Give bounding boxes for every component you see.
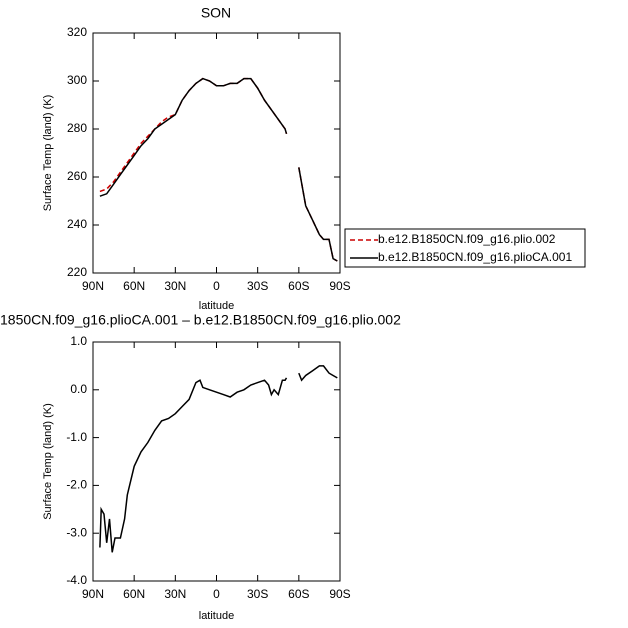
x-tick-label: 0 <box>213 279 220 293</box>
y-tick-label: 300 <box>67 73 87 87</box>
x-tick-label: 90S <box>329 279 350 293</box>
y-tick-label: -1.0 <box>66 430 87 444</box>
x-tick-label: 90N <box>82 587 104 601</box>
chart-title: SON <box>201 5 231 21</box>
x-tick-label: 60S <box>288 587 309 601</box>
x-axis-label: latitude <box>199 300 234 312</box>
legend-label: b.e12.B1850CN.f09_g16.plioCA.001 <box>378 250 572 264</box>
x-tick-label: 60S <box>288 279 309 293</box>
x-tick-label: 30S <box>247 279 268 293</box>
x-tick-label: 30N <box>164 279 186 293</box>
y-tick-label: -4.0 <box>66 573 87 587</box>
x-tick-label: 30S <box>247 587 268 601</box>
legend-box <box>344 228 586 268</box>
plot-frame <box>92 32 341 274</box>
y-tick-label: 320 <box>67 25 87 39</box>
y-tick-label: -3.0 <box>66 525 87 539</box>
x-tick-label: 0 <box>213 587 220 601</box>
legend-label: b.e12.B1850CN.f09_g16.plio.002 <box>378 232 556 246</box>
y-tick-label: -2.0 <box>66 478 87 492</box>
x-tick-label: 90S <box>329 587 350 601</box>
x-tick-label: 90N <box>82 279 104 293</box>
x-axis-label: latitude <box>199 610 234 622</box>
x-tick-label: 60N <box>123 587 145 601</box>
y-tick-label: 1.0 <box>70 334 87 348</box>
data-line <box>99 77 338 262</box>
y-axis-label: Surface Temp (land) (K) <box>42 403 54 520</box>
y-tick-label: 220 <box>67 265 87 279</box>
y-tick-label: 280 <box>67 121 87 135</box>
x-tick-label: 60N <box>123 279 145 293</box>
data-line <box>99 77 338 262</box>
x-tick-label: 30N <box>164 587 186 601</box>
data-line <box>99 365 338 553</box>
chart-title: 1850CN.f09_g16.plioCA.001 – b.e12.B1850C… <box>0 312 401 328</box>
y-tick-label: 260 <box>67 169 87 183</box>
y-tick-label: 0.0 <box>70 382 87 396</box>
y-axis-label: Surface Temp (land) (K) <box>42 95 54 212</box>
y-tick-label: 240 <box>67 217 87 231</box>
